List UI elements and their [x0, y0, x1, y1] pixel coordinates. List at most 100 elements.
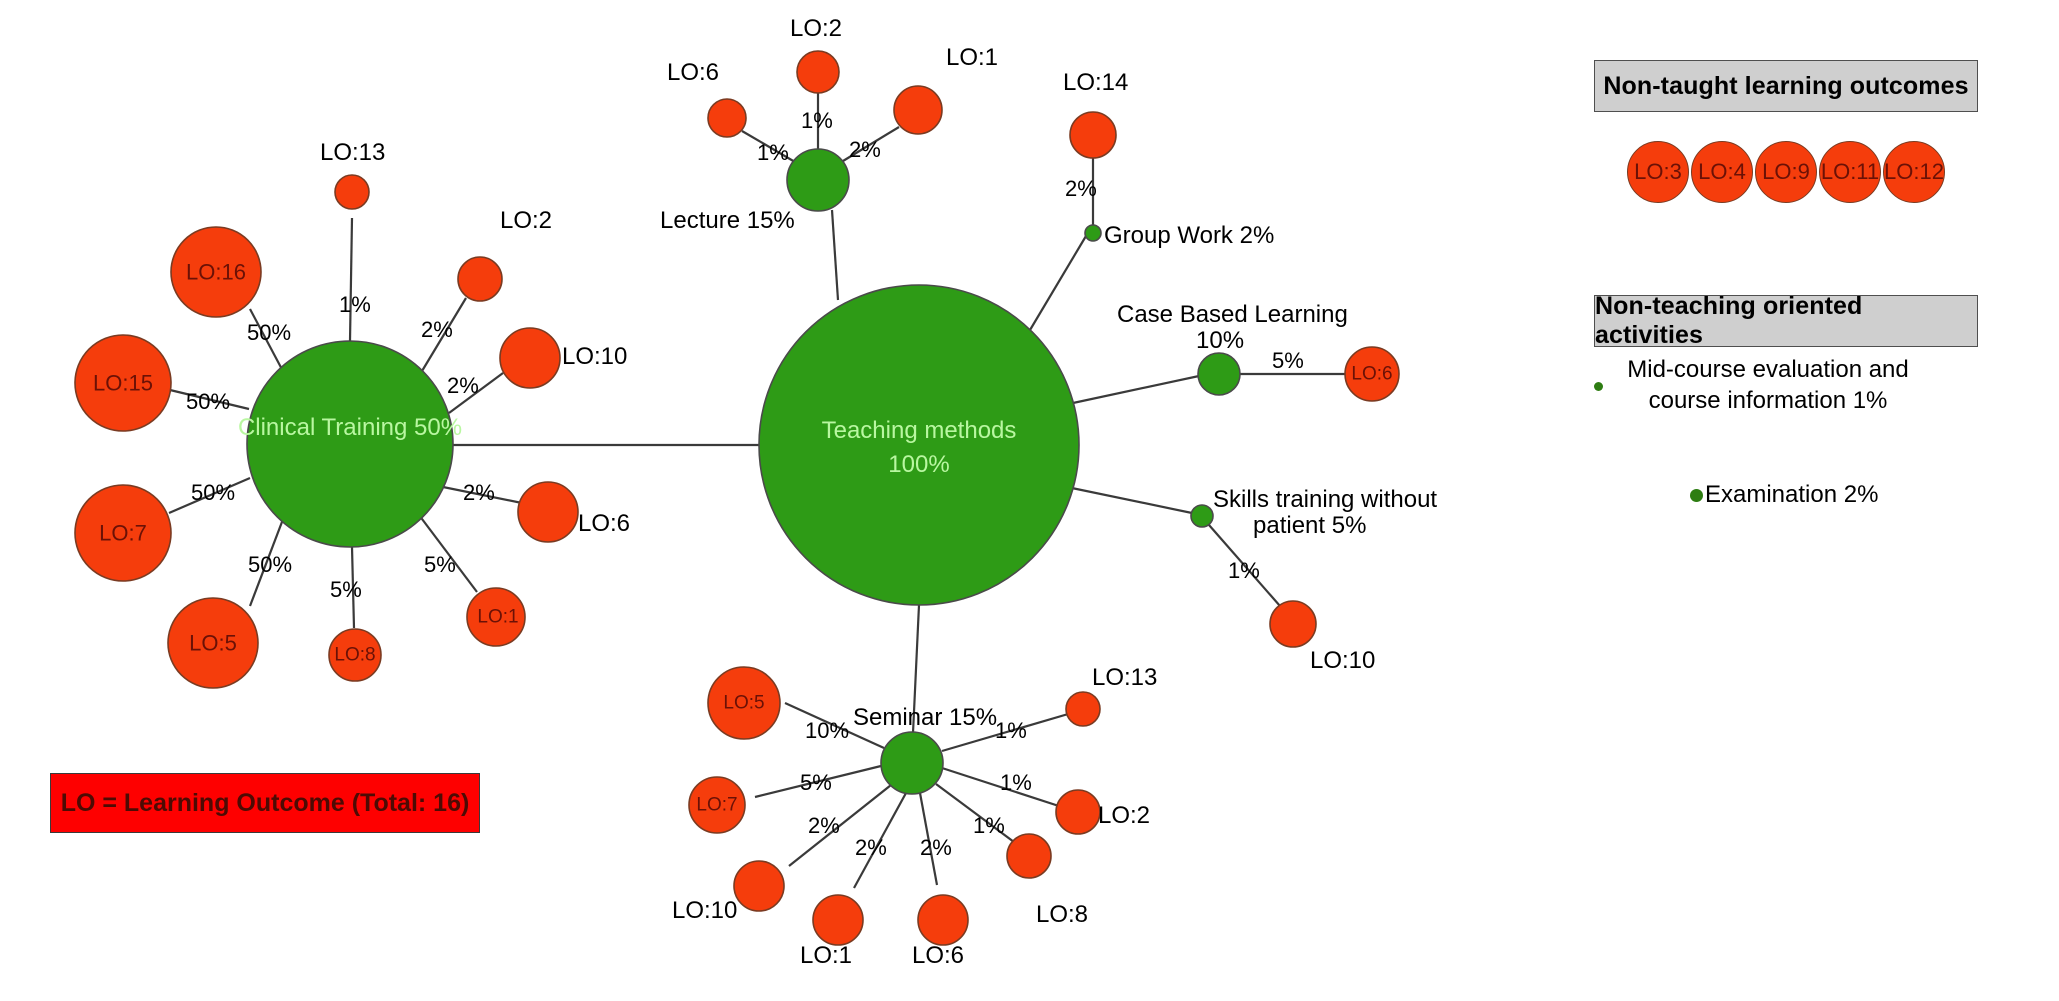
lo-node-skills-lo10[interactable]	[1269, 600, 1317, 648]
edge-hub-cbl	[1072, 374, 1200, 405]
pct-seminar-lo8: 1%	[973, 813, 1005, 838]
skills-edges	[1208, 524, 1281, 607]
lo-node-clinical-lo7[interactable]	[74, 484, 172, 582]
lo-node-seminar-lo7[interactable]	[688, 776, 746, 834]
lo-node-clinical-lo16[interactable]	[170, 226, 262, 318]
node-seminar[interactable]	[880, 731, 944, 795]
clinical-edges	[168, 217, 523, 629]
groupwork-lo-nodes	[1069, 111, 1117, 159]
lo-node-clinical-lo2[interactable]	[457, 256, 503, 302]
legend-lo-11[interactable]: LO:11	[1819, 141, 1881, 203]
pct-clinical-lo8: 5%	[330, 577, 362, 602]
lo-node-lecture-lo6[interactable]	[707, 98, 747, 138]
lo-node-clinical-lo10[interactable]	[499, 327, 561, 389]
lo-outlabel-lecture-lo1: LO:1	[946, 44, 998, 71]
lo-node-seminar-lo10[interactable]	[733, 860, 785, 912]
cbl-lo-nodes	[1344, 346, 1400, 402]
pct-seminar-lo2: 1%	[1000, 770, 1032, 795]
edge-hub-seminar	[911, 604, 921, 734]
pct-lecture-lo6: 1%	[757, 140, 789, 165]
node-case-based-learning[interactable]	[1197, 352, 1241, 396]
lo-outlabel-skills-lo10: LO:10	[1310, 647, 1375, 674]
pct-groupwork-lo14: 2%	[1065, 176, 1097, 201]
legend-lo-3[interactable]: LO:3	[1627, 141, 1689, 203]
pct-lecture-lo1: 2%	[849, 137, 881, 162]
edge-lecture-lo1	[842, 126, 900, 162]
pct-lecture-lo2: 1%	[801, 108, 833, 133]
lo-node-clinical-lo6[interactable]	[517, 481, 579, 543]
lo-label-clinical-lo8: LO:8	[334, 645, 375, 666]
lo-node-clinical-lo13[interactable]	[334, 174, 370, 210]
green-dot-icon	[1690, 488, 1703, 502]
node-clinical-training[interactable]	[246, 340, 454, 548]
lo-label-clinical-lo15: LO:15	[93, 371, 153, 396]
panel-header-non-teaching: Non-teaching oriented activities	[1594, 292, 1978, 349]
lo-label-cbl-lo6: LO:6	[1351, 364, 1392, 385]
lo-node-groupwork-lo14[interactable]	[1069, 111, 1117, 159]
pct-seminar-lo6: 2%	[920, 835, 952, 860]
pct-clinical-lo6: 2%	[463, 480, 495, 505]
pct-clinical-lo1: 5%	[424, 552, 456, 577]
green-dot-icon	[1594, 381, 1603, 391]
skills-lo-nodes	[1269, 600, 1317, 648]
lo-node-seminar-lo13[interactable]	[1065, 691, 1101, 727]
lo-node-clinical-lo1[interactable]	[466, 587, 526, 647]
pct-clinical-lo13: 1%	[339, 292, 371, 317]
edge-clinical-lo7	[168, 476, 251, 515]
edge-clinical-lo16	[249, 308, 286, 376]
edge-hub-lecture	[830, 209, 840, 301]
edge-clinical-lo10	[448, 372, 504, 414]
pct-skills-lo10: 1%	[1228, 558, 1260, 583]
legend-lo-12[interactable]: LO:12	[1883, 141, 1945, 203]
lo-node-clinical-lo8[interactable]	[328, 628, 382, 682]
edge-seminar-lo1	[853, 792, 907, 889]
non-teaching-item-examination: Examination 2%	[1690, 480, 1878, 511]
edge-seminar-lo13	[941, 710, 1076, 753]
edge-lecture-lo6	[741, 130, 796, 163]
edge-seminar-lo10	[788, 784, 892, 867]
edge-clinical-lo8	[350, 546, 356, 629]
pct-clinical-lo10: 2%	[447, 373, 479, 398]
lo-label-clinical-lo16: LO:16	[186, 260, 246, 285]
non-teaching-activities-list: Mid-course evaluation and course informa…	[1594, 355, 1994, 545]
pct-seminar-lo1: 2%	[855, 835, 887, 860]
lo-node-lecture-lo2[interactable]	[796, 50, 840, 94]
lo-node-cbl-lo6[interactable]	[1344, 346, 1400, 402]
pct-seminar-lo7: 5%	[800, 770, 832, 795]
cbl-label-line1: Case Based Learning	[1117, 301, 1348, 328]
edge-seminar-lo6	[918, 792, 939, 886]
clinical-lo-nodes	[74, 174, 579, 689]
lo-outlabel-seminar-lo10: LO:10	[672, 897, 737, 924]
lo-node-lecture-lo1[interactable]	[893, 85, 943, 135]
legend-lo-4[interactable]: LO:4	[1691, 141, 1753, 203]
edge-clinical-lo13	[348, 217, 354, 342]
edge-seminar-lo8	[935, 783, 1023, 849]
lo-node-seminar-lo6[interactable]	[917, 894, 969, 946]
node-teaching-methods[interactable]	[758, 284, 1080, 606]
lo-label-clinical-lo5: LO:5	[189, 631, 237, 656]
lo-outlabel-clinical-lo2: LO:2	[500, 207, 552, 234]
lo-node-seminar-lo5[interactable]	[707, 666, 781, 740]
pct-clinical-lo2: 2%	[421, 317, 453, 342]
lo-node-seminar-lo8[interactable]	[1006, 833, 1052, 879]
cbl-label-line2: 10%	[1196, 327, 1244, 354]
node-lecture[interactable]	[786, 148, 850, 212]
node-skills-training[interactable]	[1190, 504, 1214, 528]
legend-lo-9[interactable]: LO:9	[1755, 141, 1817, 203]
lo-label-seminar-lo7: LO:7	[696, 795, 737, 816]
node-group-work[interactable]	[1084, 224, 1102, 242]
pct-seminar-lo5: 10%	[805, 718, 849, 743]
lo-outlabel-seminar-lo1: LO:1	[800, 942, 852, 969]
clinical-training-label: Clinical Training 50%	[238, 414, 462, 441]
lo-outlabel-clinical-lo13: LO:13	[320, 139, 385, 166]
edge-clinical-lo1	[418, 514, 478, 593]
legend-learning-outcome-total: LO = Learning Outcome (Total: 16)	[50, 773, 480, 833]
lo-outlabel-lecture-lo6: LO:6	[667, 59, 719, 86]
lo-node-seminar-lo2[interactable]	[1055, 789, 1101, 835]
lo-node-clinical-lo5[interactable]	[167, 597, 259, 689]
lo-node-seminar-lo1[interactable]	[812, 894, 864, 946]
non-teaching-item-midcourse-label: Mid-course evaluation and course informa…	[1627, 356, 1909, 414]
pct-cbl-lo6: 5%	[1272, 348, 1304, 373]
lo-node-clinical-lo15[interactable]	[74, 334, 172, 432]
